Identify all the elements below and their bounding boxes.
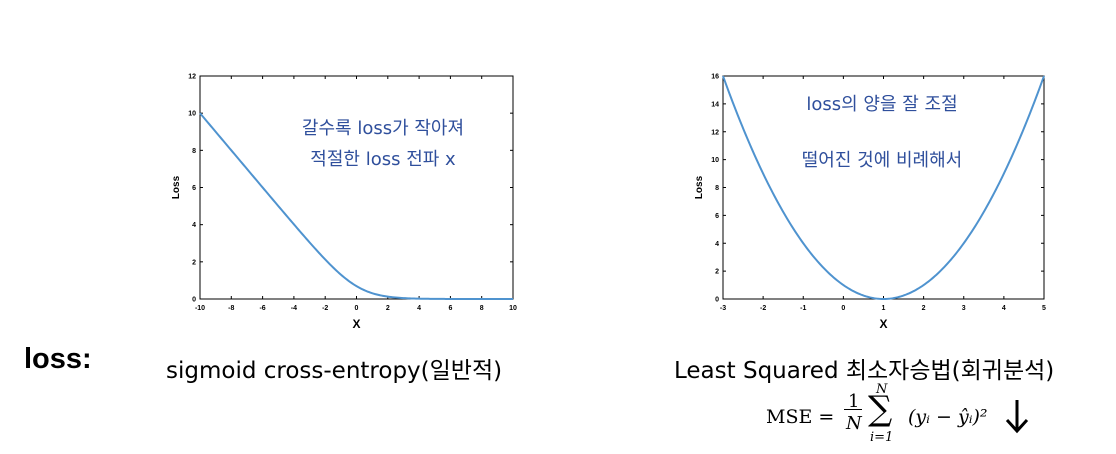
loss-curve [199, 112, 513, 300]
right-chart: -3 -2 -1 0 1 2 3 4 5 0 2 4 6 8 10 12 14 16 X Loss loss의 양을 잘… [685, 68, 1060, 333]
x-tick-label: -1 [800, 305, 806, 312]
formula-frac-den: N [846, 413, 862, 434]
y-tick-label: 4 [192, 222, 196, 229]
x-tick-label: -6 [259, 305, 265, 312]
down-arrow-icon [1004, 398, 1030, 439]
y-tick-label: 8 [192, 148, 196, 155]
x-tick-label: 5 [1042, 305, 1046, 312]
x-tick-label: -8 [228, 305, 234, 312]
y-tick-label: 6 [192, 185, 196, 192]
y-tick-label: 2 [715, 269, 719, 276]
y-tick-label: 10 [711, 157, 719, 164]
x-tick-label: 6 [448, 305, 452, 312]
x-tick-label: 0 [355, 305, 359, 312]
y-tick-label: 12 [188, 74, 196, 81]
chart-annotation: 갈수록 loss가 작아져 [302, 118, 464, 139]
x-tick-label: 10 [509, 305, 517, 312]
x-tick-label: 2 [922, 305, 926, 312]
y-tick-label: 6 [715, 213, 719, 220]
mse-formula: MSE = 1 N N ∑ i=1 (yᵢ − ŷᵢ)² [766, 382, 1066, 452]
y-tick-label: 2 [192, 259, 196, 266]
y-tick-label: 10 [188, 111, 196, 118]
left-chart: -10 -8 -6 -4 -2 0 2 4 6 8 10 0 2 4 6 8 10 12 X Loss 갈수록 loss… [160, 68, 525, 333]
y-axis-label: Loss [171, 175, 182, 199]
y-axis-label: Loss [694, 175, 705, 199]
x-tick-label: -2 [322, 305, 328, 312]
chart-annotation: loss의 양을 잘 조절 [806, 94, 957, 115]
x-axis-label: X [352, 317, 360, 331]
y-tick-label: 4 [715, 241, 719, 248]
y-tick-label: 0 [192, 297, 196, 304]
y-tick-label: 0 [715, 297, 719, 304]
chart-annotation: 적절한 loss 전파 x [310, 149, 456, 170]
x-tick-label: -3 [720, 305, 726, 312]
formula-sum-sign: ∑ [868, 389, 893, 429]
y-tick-label: 16 [711, 74, 719, 81]
x-tick-label: 1 [882, 305, 886, 312]
y-tick-label: 14 [711, 101, 719, 108]
y-tick-label: 8 [715, 185, 719, 192]
right-caption: Least Squared 최소자승법(회귀분석) [674, 358, 1055, 384]
loss-heading: loss: [24, 343, 92, 375]
formula-sum-bottom: i=1 [870, 430, 894, 445]
plot-frame [199, 75, 514, 300]
x-tick-label: 8 [480, 305, 484, 312]
x-tick-label: 4 [1002, 305, 1006, 312]
formula-frac-num: 1 [848, 391, 860, 412]
chart-annotation: 떨어진 것에 비례해서 [802, 150, 962, 171]
x-tick-label: -10 [195, 305, 205, 312]
formula-body: (yᵢ − ŷᵢ)² [908, 406, 988, 428]
left-caption: sigmoid cross-entropy(일반적) [166, 358, 503, 384]
x-axis-label: X [879, 317, 887, 331]
x-tick-label: -4 [291, 305, 297, 312]
x-tick-label: -2 [760, 305, 766, 312]
formula-lhs: MSE = [766, 406, 835, 428]
y-tick-label: 12 [711, 129, 719, 136]
left-chart-svg: -10 -8 -6 -4 -2 0 2 4 6 8 10 0 2 4 6 8 10 12 X Loss 갈수록 loss… [171, 74, 517, 332]
x-tick-label: 3 [962, 305, 966, 312]
x-tick-label: 0 [841, 305, 845, 312]
plot-frame [722, 75, 1045, 300]
x-tick-label: 4 [417, 305, 421, 312]
formula-frac-bar [844, 409, 862, 410]
formula-sum-top: N [876, 382, 888, 397]
x-tick-label: 2 [386, 305, 390, 312]
